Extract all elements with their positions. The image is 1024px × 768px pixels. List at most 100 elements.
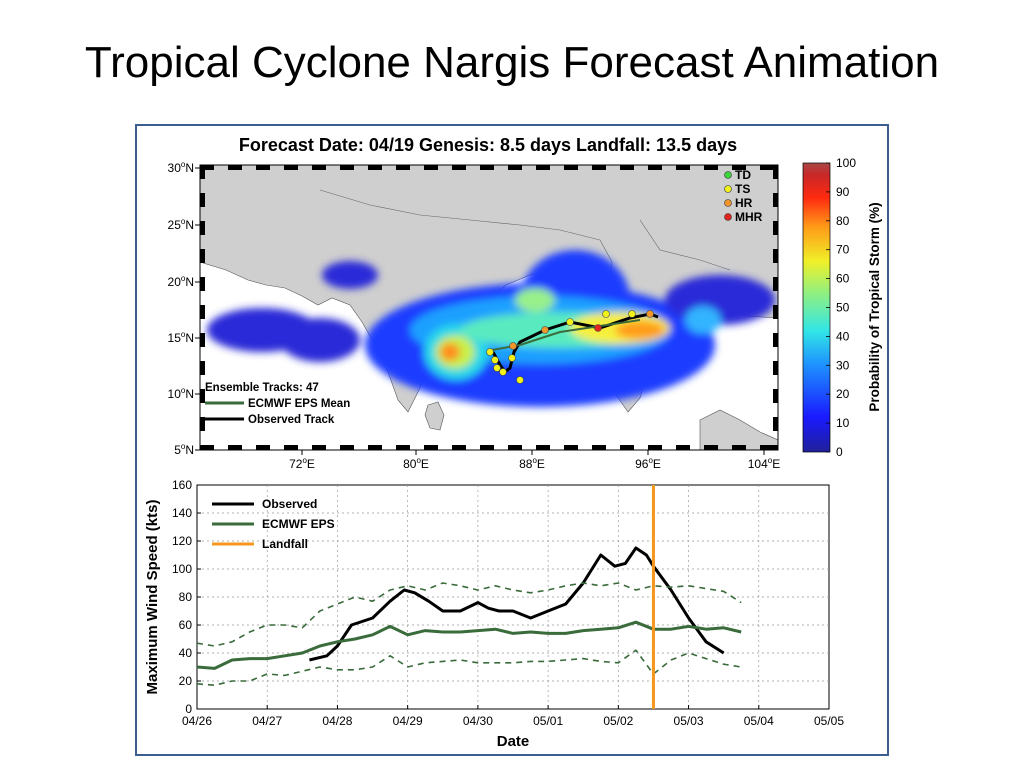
checker-cell <box>340 165 354 170</box>
checker-cell <box>256 445 270 450</box>
checker-cell <box>200 445 205 450</box>
observed-line <box>309 546 725 662</box>
intensity-legend-label: TS <box>735 182 750 196</box>
legend-label-observed: Observed <box>262 497 317 511</box>
checker-cell <box>676 165 690 170</box>
checker-cell <box>773 333 778 347</box>
map-title: Forecast Date: 04/19 Genesis: 8.5 days L… <box>239 135 737 155</box>
y-tick-label: 100 <box>172 562 192 576</box>
land-sumatra <box>699 409 778 450</box>
intensity-legend-label: TD <box>735 168 751 182</box>
ensemble-count-label: Ensemble Tracks: 47 <box>205 382 319 394</box>
x-tick-label: 04/28 <box>322 714 352 728</box>
colorbar-tick-label: 20 <box>836 387 850 401</box>
intensity-legend-marker <box>724 185 732 193</box>
colorbar-tick-label: 60 <box>836 272 850 286</box>
checker-cell <box>312 165 326 170</box>
intensity-legend-marker <box>724 199 732 207</box>
checker-cell <box>773 249 778 263</box>
lat-tick-label: 25oN <box>168 217 194 232</box>
longitude-labels: 72oE 80oE 88oE 96oE 104oE <box>289 450 780 471</box>
checker-cell <box>228 445 242 450</box>
checker-cell <box>648 165 662 170</box>
x-tick-label: 04/26 <box>182 714 212 728</box>
x-axis-label: Date <box>497 733 530 750</box>
ecmwf-spread-line <box>196 649 742 687</box>
lat-tick-label: 5oN <box>174 442 194 457</box>
legend-label-landfall: Landfall <box>262 537 308 551</box>
checker-cell <box>424 165 438 170</box>
checker-cell <box>200 389 205 403</box>
checker-cell <box>620 445 634 450</box>
x-tick-label: 05/01 <box>533 714 563 728</box>
checker-cell <box>200 333 205 347</box>
checker-cell <box>773 277 778 291</box>
checker-cell <box>368 165 382 170</box>
track-markers <box>486 310 654 384</box>
checker-cell <box>396 445 410 450</box>
checker-cell <box>773 361 778 375</box>
colorbar-tick-label: 30 <box>836 358 850 372</box>
track-legend: Ensemble Tracks: 47 ECMWF EPS Mean Obser… <box>205 382 350 426</box>
checker-cell <box>200 277 205 291</box>
land-sri-lanka <box>424 401 445 431</box>
checker-cell <box>773 221 778 235</box>
lon-tick-label: 80oE <box>403 456 429 471</box>
intensity-legend-label: MHR <box>735 210 763 224</box>
intensity-legend-marker <box>724 171 732 179</box>
checker-cell <box>200 417 205 431</box>
checker-cell <box>452 445 466 450</box>
checker-cell <box>773 193 778 207</box>
checker-cell <box>200 249 205 263</box>
checker-cell <box>200 165 205 179</box>
checker-cell <box>228 165 242 170</box>
checker-cell <box>508 165 522 170</box>
colorbar-tick-label: 80 <box>836 214 850 228</box>
checker-cell <box>340 445 354 450</box>
ecmwf-mean-line <box>196 620 742 670</box>
y-tick-label: 80 <box>179 590 193 604</box>
checker-cell <box>704 445 718 450</box>
lat-tick-label: 20oN <box>168 274 194 289</box>
checker-cell <box>760 165 774 170</box>
chart-legend: Observed ECMWF EPS Landfall <box>212 497 335 551</box>
map-panel: 30oN 25oN 20oN 15oN 10oN 5oN 72oE 80oE 88oE 96oE… <box>168 156 882 471</box>
observed-track-label: Observed Track <box>248 414 335 426</box>
colorbar-tick-label: 10 <box>836 416 850 430</box>
checker-cell <box>200 221 205 235</box>
ecmwf-spread-line <box>196 582 742 647</box>
checker-cell <box>536 165 550 170</box>
x-tick-label: 04/29 <box>393 714 423 728</box>
map-borders <box>319 189 601 241</box>
checker-cell <box>284 445 298 450</box>
checker-cell <box>773 445 778 450</box>
checker-cell <box>704 165 718 170</box>
checker-cell <box>480 165 494 170</box>
x-tick-label: 05/04 <box>744 714 774 728</box>
checker-cell <box>200 165 214 170</box>
checker-cell <box>200 193 205 207</box>
checker-cell <box>760 445 774 450</box>
checker-cell <box>732 445 746 450</box>
intensity-legend-label: HR <box>735 196 753 210</box>
y-tick-label: 60 <box>179 618 193 632</box>
lat-tick-label: 15oN <box>168 330 194 345</box>
lat-tick-label: 30oN <box>168 160 194 175</box>
legend-label-ecmwf: ECMWF EPS <box>262 517 335 531</box>
checker-cell <box>773 305 778 319</box>
lon-tick-label: 104oE <box>748 456 781 471</box>
series-layer <box>196 546 742 687</box>
checker-cell <box>284 165 298 170</box>
colorbar-tick-label: 0 <box>836 445 843 459</box>
y-ticks: 0 20 40 60 80 100 120 140 160 <box>172 478 201 716</box>
grid <box>197 485 829 709</box>
x-tick-label: 05/05 <box>814 714 844 728</box>
checker-cell <box>452 165 466 170</box>
checker-cell <box>732 165 746 170</box>
checker-cell <box>564 165 578 170</box>
checker-cell <box>200 445 214 450</box>
y-axis-label: Maximum Wind Speed (kts) <box>144 500 161 695</box>
